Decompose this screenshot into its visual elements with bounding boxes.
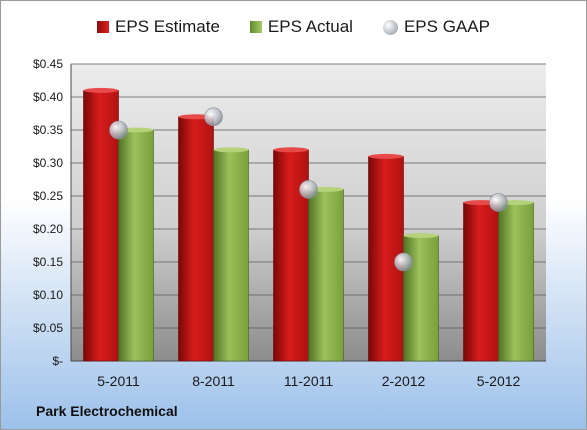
legend-item-actual: EPS Actual [249, 17, 353, 37]
bar-eps-actual [118, 129, 154, 362]
x-axis-ticks: 5-2011 8-2011 11-2011 2-2012 5-2012 [97, 373, 520, 389]
marker-eps-gaap [204, 107, 223, 127]
legend-label-actual: EPS Actual [267, 17, 353, 36]
x-tick-label: 11-2011 [284, 373, 334, 389]
y-tick-label: $0.20 [33, 222, 63, 236]
bar-eps-actual [213, 149, 249, 362]
gaap-markers [109, 107, 508, 272]
y-tick-label: $- [52, 354, 63, 368]
x-tick-label: 5-2011 [97, 373, 140, 389]
x-tick-label: 5-2012 [477, 373, 521, 389]
y-tick-label: $0.05 [33, 321, 63, 335]
bar-eps-estimate [178, 116, 214, 362]
marker-eps-gaap [299, 180, 318, 199]
bar-eps-estimate-top [273, 147, 309, 153]
bar-eps-estimate-top [368, 153, 404, 159]
bar-eps-estimate [273, 149, 309, 362]
bar-eps-actual-top [403, 233, 439, 239]
y-tick-label: $0.25 [33, 189, 63, 203]
legend-item-gaap: EPS GAAP [382, 17, 490, 37]
legend-swatch-actual [249, 21, 262, 33]
x-tick-label: 8-2011 [192, 373, 235, 389]
x-tick-label: 2-2012 [382, 373, 426, 389]
bar-eps-actual [498, 202, 534, 362]
y-tick-label: $0.40 [33, 90, 63, 104]
bars [83, 87, 534, 362]
y-tick-label: $0.15 [33, 255, 63, 269]
bar-eps-actual [308, 189, 344, 362]
bar-eps-estimate-top [83, 87, 119, 93]
y-axis-ticks: $- $0.05 $0.10 $0.15 $0.20 $0.25 $0.30 $0.35 $0.… [33, 57, 63, 368]
bar-eps-estimate [463, 202, 499, 362]
legend-label-gaap: EPS GAAP [403, 17, 490, 36]
legend-marker-gaap [382, 19, 398, 35]
legend-label-estimate: EPS Estimate [115, 17, 220, 36]
bar-eps-actual-top [213, 147, 249, 153]
y-tick-label: $0.45 [33, 57, 63, 71]
y-tick-label: $0.10 [33, 288, 63, 302]
legend-swatch-estimate [97, 21, 110, 33]
marker-eps-gaap [109, 120, 128, 140]
chart-legend: EPS Estimate EPS Actual EPS GAAP [1, 17, 586, 37]
y-tick-label: $0.30 [33, 156, 63, 170]
marker-eps-gaap [489, 193, 508, 212]
marker-eps-gaap [394, 252, 413, 272]
legend-item-estimate: EPS Estimate [97, 17, 220, 37]
y-tick-label: $0.35 [33, 123, 63, 137]
company-name: Park Electrochemical [36, 403, 178, 419]
